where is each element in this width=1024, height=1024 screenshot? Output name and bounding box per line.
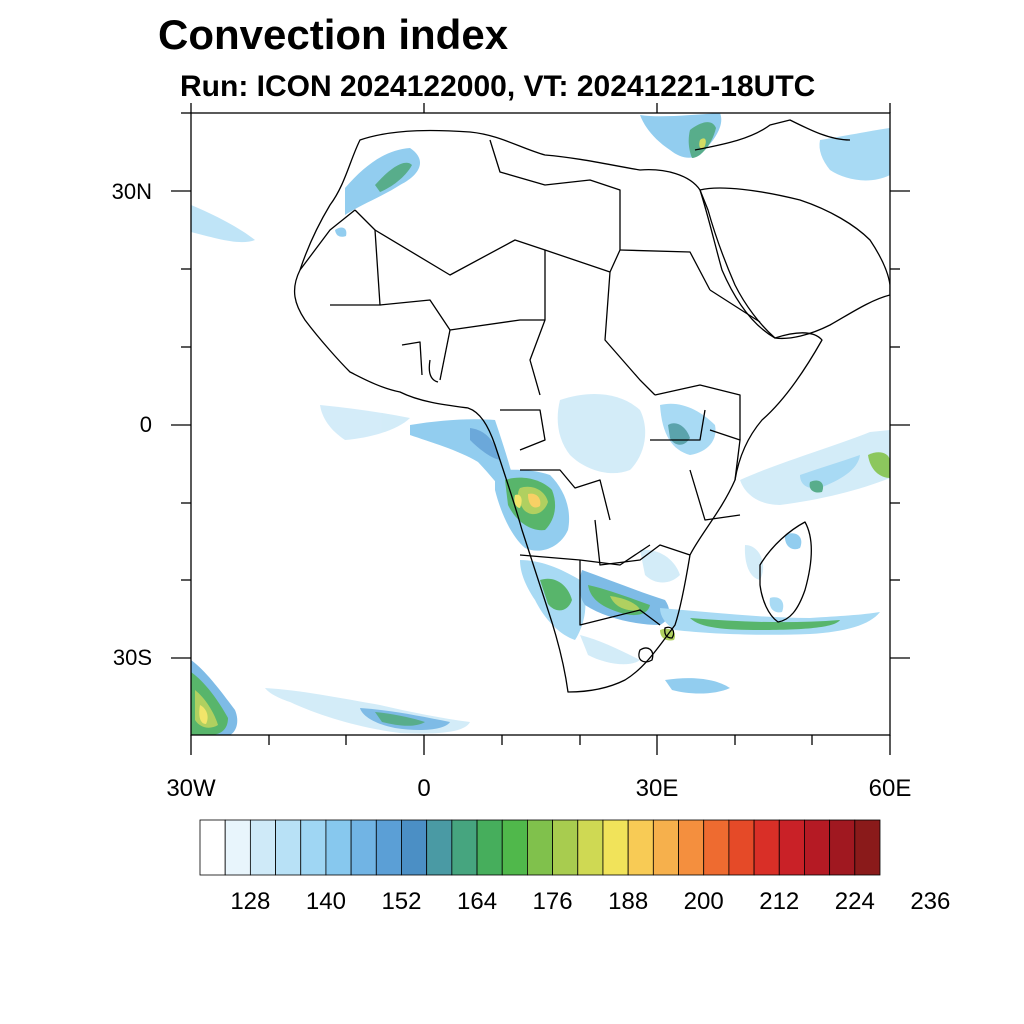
colorbar-swatch <box>249 819 276 876</box>
colorbar-swatch <box>476 819 503 876</box>
colorbar-swatch <box>652 819 679 876</box>
colorbar-label: 188 <box>608 888 649 915</box>
colorbar-swatch <box>527 819 553 876</box>
colorbar-label: 200 <box>683 888 724 915</box>
colorbar-swatch <box>350 819 377 876</box>
colorbar <box>199 819 881 876</box>
colorbar-label: 164 <box>457 888 498 915</box>
colorbar-swatch <box>451 819 478 876</box>
colorbar-swatch <box>577 819 604 876</box>
colorbar-swatch <box>552 819 579 876</box>
colorbar-label: 128 <box>230 888 271 915</box>
colorbar-label: 212 <box>759 888 800 915</box>
convection-field <box>191 113 890 735</box>
colorbar-label: 224 <box>834 888 875 915</box>
colorbar-swatch <box>728 819 755 876</box>
lat-label-30s: 30S <box>112 645 152 670</box>
colorbar-swatch <box>854 819 881 876</box>
colorbar-swatch <box>778 819 805 876</box>
lon-label-0: 0 <box>417 775 431 802</box>
lat-label-30n: 30N <box>111 179 152 204</box>
colorbar-swatch <box>627 819 654 876</box>
colorbar-swatch <box>375 819 402 876</box>
colorbar-label: 152 <box>381 888 422 915</box>
colorbar-swatch <box>199 819 226 876</box>
axis-ticks <box>171 103 910 755</box>
colorbar-swatch <box>501 819 528 876</box>
colorbar-swatch <box>325 819 352 876</box>
colorbar-swatch <box>224 819 251 876</box>
colorbar-label: 176 <box>532 888 573 915</box>
colorbar-swatch <box>401 819 428 876</box>
colorbar-swatch <box>275 819 302 876</box>
coastlines <box>293 119 890 693</box>
colorbar-swatch <box>753 819 780 876</box>
lon-label-30w: 30W <box>166 775 216 802</box>
colorbar-swatch <box>678 819 705 876</box>
map-subtitle: Run: ICON 2024122000, VT: 20241221-18UTC <box>180 70 816 103</box>
colorbar-swatch <box>703 819 730 876</box>
colorbar-swatch <box>300 819 327 876</box>
colorbar-swatch <box>804 819 831 876</box>
colorbar-label: 236 <box>910 888 951 915</box>
lon-label-60e: 60E <box>868 775 912 802</box>
colorbar-swatch <box>602 819 629 876</box>
plot-frame <box>190 112 891 736</box>
lat-label-0: 0 <box>139 412 152 437</box>
colorbar-swatch <box>829 819 856 876</box>
map-title: Convection index <box>158 11 509 58</box>
colorbar-label: 140 <box>305 888 346 915</box>
lon-label-30e: 30E <box>635 775 679 802</box>
colorbar-swatch <box>426 819 453 876</box>
